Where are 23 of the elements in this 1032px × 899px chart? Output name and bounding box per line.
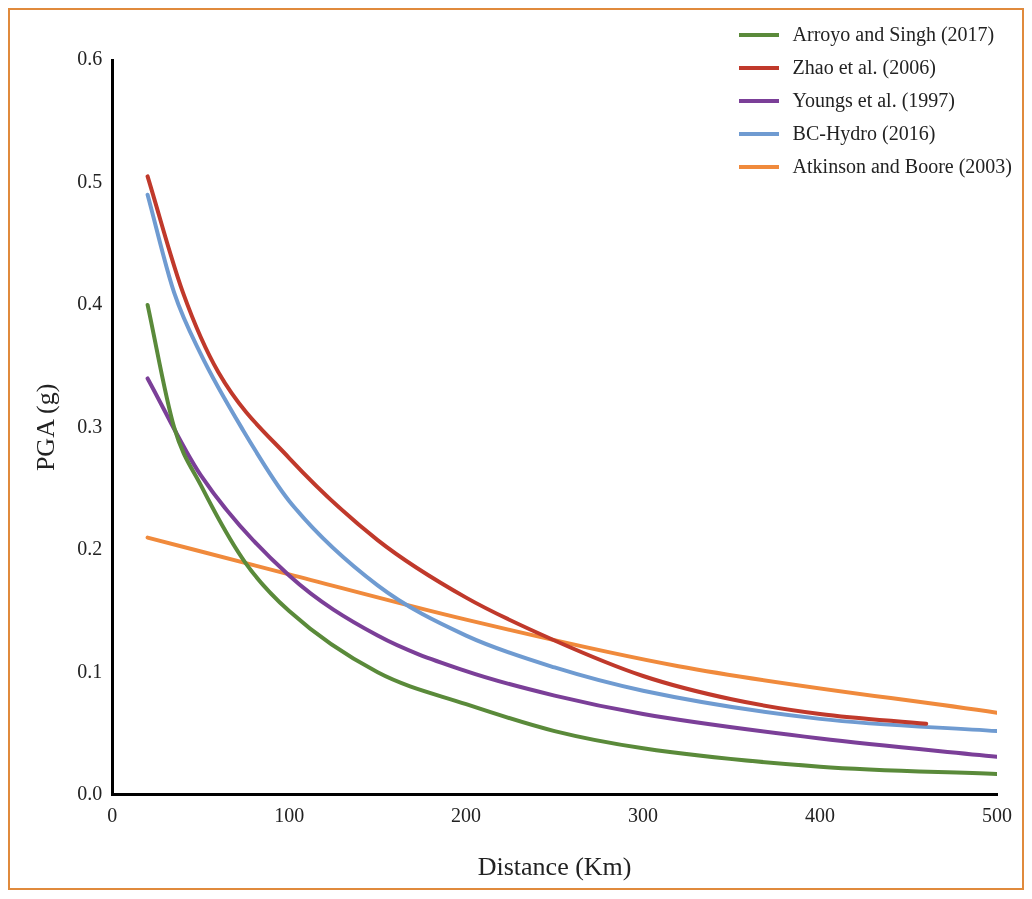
x-axis-title: Distance (Km) <box>477 852 632 882</box>
line-series <box>145 376 997 759</box>
x-tick-label: 400 <box>805 804 836 827</box>
legend-label: BC-Hydro (2016) <box>792 122 936 145</box>
x-tick-label: 300 <box>628 804 659 827</box>
line-series <box>145 535 997 715</box>
y-tick-label: 0.1 <box>77 659 103 682</box>
y-tick-label: 0.2 <box>77 537 103 560</box>
legend-label: Arroyo and Singh (2017) <box>792 23 995 46</box>
x-tick-label: 0 <box>107 804 118 827</box>
y-tick-label: 0.6 <box>77 47 103 70</box>
line-series <box>145 302 997 776</box>
legend-label: Zhao et al. (2006) <box>792 56 936 79</box>
y-tick-label: 0.3 <box>77 414 103 437</box>
x-tick-label: 100 <box>274 804 305 827</box>
legend-label: Atkinson and Boore (2003) <box>792 155 1012 178</box>
y-axis-title: PGA (g) <box>31 383 61 472</box>
y-tick-label: 0.4 <box>77 292 103 315</box>
legend-label: Youngs et al. (1997) <box>792 89 955 112</box>
x-tick-label: 200 <box>451 804 482 827</box>
y-tick-label: 0.0 <box>77 782 103 805</box>
y-tick-label: 0.5 <box>77 169 103 192</box>
x-tick-label: 500 <box>982 804 1012 827</box>
